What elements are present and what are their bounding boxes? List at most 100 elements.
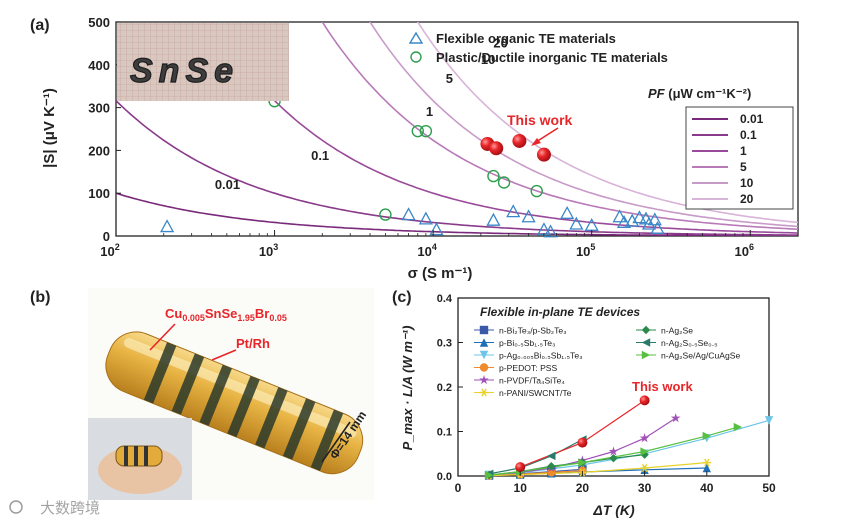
watermark-text: 大数跨境	[40, 499, 100, 517]
x-tick-label-c: 30	[638, 481, 652, 495]
tube-stripe	[310, 409, 344, 471]
x-tick-exponent: 6	[749, 242, 754, 252]
panel-c-plot-area	[457, 297, 770, 477]
y-tick-label-a: 100	[88, 186, 110, 201]
panel-c-title: Flexible in-plane TE devices	[480, 305, 640, 319]
legend-label: p-PEDOT: PSS	[499, 363, 558, 373]
x-tick-label-c: 20	[576, 481, 590, 495]
legend-triangle-marker	[408, 31, 424, 44]
asterisk-stroke	[641, 464, 648, 472]
marker-star	[670, 413, 681, 423]
marker-triangle-left	[641, 338, 651, 347]
flexible-organic-point	[650, 220, 665, 234]
plastic-ductile-point	[487, 169, 500, 183]
series-line	[488, 438, 583, 475]
x-tick-label-a: 104	[417, 242, 436, 259]
marker-triangle-down	[764, 416, 774, 425]
marker-triangle-right	[733, 422, 743, 432]
marker-triangle	[640, 465, 649, 474]
pf-legend-label: 5	[740, 160, 747, 174]
flexible-organic-point	[159, 219, 175, 233]
pf-legend-label: 10	[740, 176, 754, 190]
tube-stripe	[143, 342, 177, 404]
y-tick-label-c: 0.2	[437, 382, 452, 394]
x-tick-label-a: 103	[259, 242, 278, 259]
legend-label: p-Ag₀.₀₀₅Bi₀.₅Sb₁.₅Te₃	[499, 351, 583, 361]
marker-diamond	[609, 454, 618, 463]
y-tick-label-a: 400	[88, 58, 110, 73]
panel-b-label: (b)	[30, 289, 50, 306]
watermark-logo-icon	[9, 500, 23, 514]
pf-curve-label: 10	[481, 52, 495, 67]
marker-triangle-right	[484, 470, 494, 480]
flexible-organic-point	[616, 214, 632, 228]
marker-triangle-right	[641, 350, 651, 360]
pf-legend-box	[685, 106, 794, 210]
legend-label: n-Ag₂Se	[661, 326, 693, 336]
y-tick-label-a: 0	[103, 229, 110, 244]
pf-legend-label: 0.01	[740, 112, 764, 126]
y-tick-label-c: 0.4	[437, 293, 453, 305]
legend-plastic-ductile-label: Plastic/Ductile inorganic TE materials	[436, 50, 668, 65]
flexible-organic-point	[486, 212, 501, 226]
this-work-point	[512, 133, 527, 148]
marker-triangle-down	[479, 350, 489, 360]
ptrh-arrow	[211, 349, 237, 361]
legend-label: n-Bi₂Te₃/p-Sb₂Te₃	[499, 326, 567, 336]
marker-sphere	[639, 395, 650, 406]
marker-star	[608, 446, 619, 456]
pf-curve-label: 0.1	[311, 148, 329, 163]
x-tick-label-a: 102	[100, 242, 119, 259]
formula-label: Cu0.005SnSe1.95Br0.05	[165, 306, 287, 323]
tube-stripe	[171, 353, 205, 415]
pf-curve-0.01	[116, 192, 798, 236]
this-work-label-c: This work	[632, 379, 693, 394]
tube-stripe	[282, 398, 316, 460]
pf-curve-label: 5	[446, 71, 453, 86]
pf-curve-5	[321, 22, 798, 230]
this-work-point	[489, 141, 504, 156]
ptrh-label: Pt/Rh	[236, 336, 270, 351]
this-work-label-a: This work	[507, 112, 573, 128]
pf-curve-0.1	[116, 100, 798, 236]
diameter-marker	[321, 421, 351, 463]
flexible-organic-point	[429, 222, 444, 236]
pf-curve-10	[369, 22, 798, 228]
flexible-organic-point	[506, 204, 521, 218]
x-tick-label-c: 10	[514, 481, 528, 495]
flexible-organic-point	[521, 209, 536, 223]
legend-circle-marker	[410, 51, 422, 63]
plastic-ductile-point	[419, 124, 433, 138]
marker-asterisk	[479, 388, 489, 397]
y-tick-label-c: 0.1	[437, 427, 452, 439]
x-tick-label-a: 105	[576, 242, 595, 259]
this-work-arrow-a	[535, 127, 559, 143]
marker-triangle-right	[702, 431, 711, 441]
watermark: 大数跨境	[9, 499, 100, 517]
panel-c-legend: n-Bi₂Te₃/p-Sb₂Te₃ p-Bi₀.₅Sb₁.₅Te₃ p-Ag₀.₀₀…	[474, 325, 741, 398]
tube-stripe	[255, 387, 288, 449]
formula-arrow	[149, 323, 176, 351]
hand-inset-photo	[88, 418, 192, 500]
marker-diamond	[641, 325, 651, 335]
legend-label: n-Ag₂Se/Ag/CuAgSe	[661, 351, 741, 361]
x-tick-label-a: 106	[735, 242, 754, 259]
x-tick-exponent: 5	[590, 242, 595, 252]
asterisk-stroke	[481, 388, 487, 397]
x-axis-label-a: σ (S m⁻¹)	[408, 265, 473, 282]
plastic-ductile-point	[379, 208, 392, 221]
legend-flexible-organic-label: Flexible organic TE materials	[436, 31, 616, 46]
marker-sphere	[577, 437, 588, 448]
flexible-organic-point	[401, 207, 416, 221]
pf-legend-label: 20	[740, 192, 754, 206]
x-tick-exponent: 2	[115, 242, 120, 252]
pf-legend: PF (μW cm⁻¹K⁻²) 0.01 0.1 1 5 10 20	[648, 86, 794, 210]
plastic-ductile-point	[497, 176, 511, 189]
y-axis-label-a: |S| (μV K⁻¹)	[41, 88, 58, 168]
panel-c: (c) Flexible in-plane TE devices 0.00.10…	[392, 289, 776, 518]
flexible-organic-point	[560, 205, 575, 219]
this-work-point	[536, 147, 551, 162]
x-tick-label-c: 50	[762, 481, 776, 495]
